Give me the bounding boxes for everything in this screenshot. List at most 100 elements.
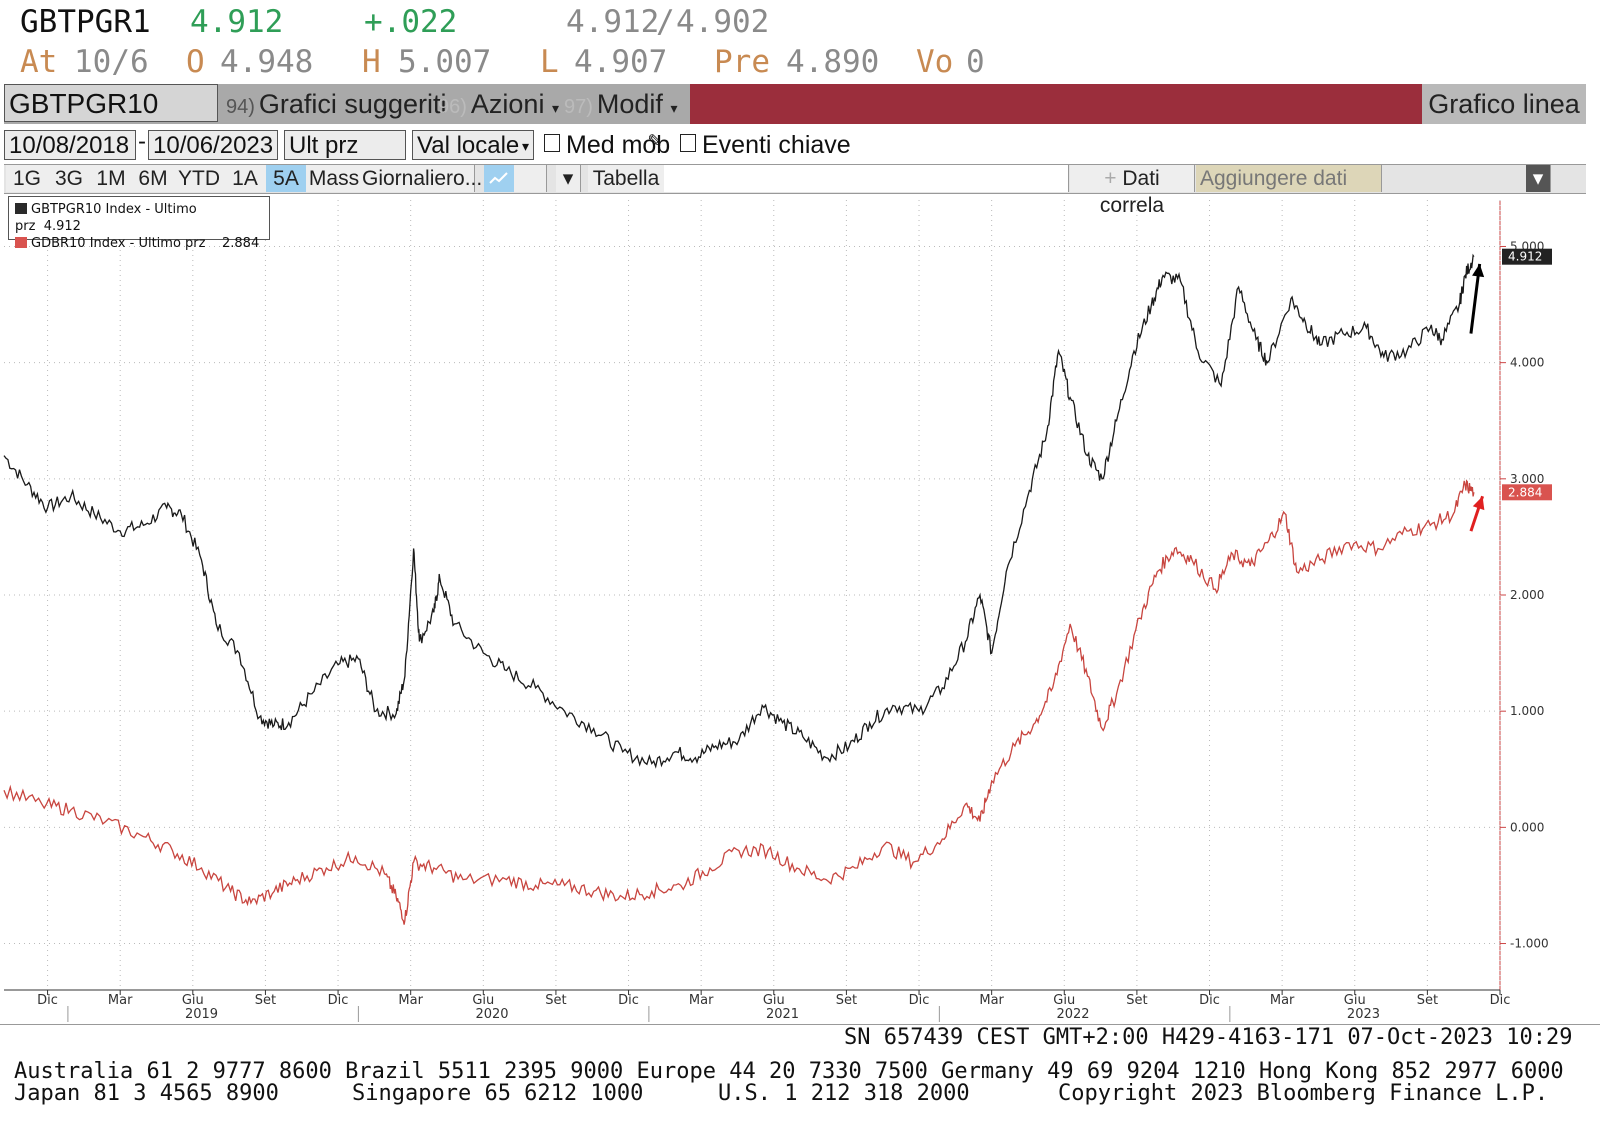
year-label: 2020 <box>475 1007 508 1022</box>
x-tick-label: Giu <box>182 993 204 1008</box>
copyright: Copyright 2023 Bloomberg Finance L.P. <box>1058 1081 1549 1106</box>
start-date-field[interactable]: 10/08/2018 <box>4 130 136 184</box>
bund-current-value-label: 2.884 <box>1508 485 1542 499</box>
moving-average-label: Med mob <box>566 131 671 159</box>
x-tick-label: Mar <box>979 993 1004 1008</box>
period-6m-button[interactable]: 6M <box>132 165 175 192</box>
menu-actions[interactable]: 96) Azioni ▾ <box>438 84 559 124</box>
legend-label: GDBR10 Index - Ultimo prz <box>31 236 206 251</box>
x-tick-label: Mar <box>108 993 133 1008</box>
chevron-down-icon: ▾ <box>670 100 678 116</box>
menu-number: 94) <box>226 96 255 118</box>
date-range-dash: - <box>138 128 146 155</box>
y-tick-label: 4.000 <box>1510 356 1544 370</box>
y-tick-label: 2.000 <box>1510 588 1544 602</box>
start-date-value: 10/08/2018 <box>9 132 130 159</box>
bid-ask-separator: / <box>656 4 675 40</box>
x-tick-label: Mar <box>689 993 714 1008</box>
year-label: 2021 <box>766 1007 799 1022</box>
chart-type-button[interactable]: Grafico linea <box>1422 84 1586 124</box>
menu-label: Azioni <box>470 89 545 119</box>
at-label: At <box>20 44 58 80</box>
low-value: 4.907 <box>574 44 668 80</box>
collapse-icon[interactable]: ▾ <box>1526 165 1551 192</box>
legend-swatch <box>15 203 27 214</box>
x-tick-label: Giu <box>472 993 494 1008</box>
x-tick-label: Set <box>1126 993 1147 1008</box>
bund-yield-line <box>3 479 1475 925</box>
y-tick-label: 3.000 <box>1510 472 1544 486</box>
menu-number: 96) <box>438 96 467 118</box>
legend-entry-bund: GDBR10 Index - Ultimo prz 2.884 <box>15 235 263 252</box>
end-date-value: 10/06/2023 <box>153 132 274 159</box>
high-value: 5.007 <box>398 44 492 80</box>
legend-value: 2.884 <box>222 236 260 251</box>
bund-arrow-icon-head <box>1472 496 1485 511</box>
table-button[interactable]: Tabella <box>588 165 665 192</box>
bid-price: 4.912 <box>566 4 660 40</box>
moving-average-checkbox[interactable] <box>544 134 560 152</box>
x-tick-label: Set <box>545 993 566 1008</box>
chevron-down-icon[interactable]: ▾ <box>556 165 581 192</box>
year-label: 2023 <box>1347 1007 1380 1022</box>
end-date-field[interactable]: 10/06/2023 <box>148 130 278 184</box>
period-3d-button[interactable]: 3G <box>48 165 91 192</box>
high-label: H <box>362 44 381 80</box>
correlation-button[interactable]: + Dati correla <box>1070 165 1195 217</box>
year-label: 2019 <box>185 1007 218 1022</box>
period-ytd-button[interactable]: YTD <box>174 165 225 192</box>
key-events-checkbox[interactable] <box>680 134 696 152</box>
volume-value: 0 <box>966 44 985 80</box>
prev-value: 4.890 <box>786 44 880 80</box>
frequency-select[interactable]: Giornaliero... <box>362 165 483 192</box>
price-field-select[interactable]: Ult prz <box>284 130 406 160</box>
status-line: SN 657439 CEST GMT+2:00 H429-4163-171 07… <box>844 1025 1573 1050</box>
ask-price: 4.902 <box>676 4 770 40</box>
contacts-japan: Japan 81 3 4565 8900 <box>14 1081 279 1106</box>
footer-divider <box>0 1024 1600 1025</box>
open-value: 4.948 <box>220 44 314 80</box>
menu-suggested-charts[interactable]: 94) Grafici suggeriti <box>226 84 446 124</box>
chevron-down-icon: ▾ <box>551 100 559 116</box>
period-1d-button[interactable]: 1G <box>6 165 49 192</box>
contacts-us: U.S. 1 212 318 2000 <box>718 1081 970 1106</box>
menu-edit[interactable]: 97) Modif ▾ <box>564 84 677 124</box>
y-tick-label: 1.000 <box>1510 704 1544 718</box>
key-events-label: Eventi chiave <box>702 131 851 159</box>
x-tick-label: Giu <box>1053 993 1075 1008</box>
period-max-button[interactable]: Mass <box>306 165 363 192</box>
period-5y-button[interactable]: 5A <box>266 165 307 192</box>
period-1m-button[interactable]: 1M <box>90 165 133 192</box>
legend-entry-btp: GBTPGR10 Index - Ultimo prz 4.912 <box>15 201 263 235</box>
x-tick-label: Set <box>255 993 276 1008</box>
btp-yield-line <box>3 253 1475 769</box>
menu-number: 97) <box>564 96 593 118</box>
last-price: 4.912 <box>190 4 284 40</box>
low-label: L <box>540 44 559 80</box>
toolbar-blank <box>664 165 1069 192</box>
x-tick-label: Mar <box>1270 993 1295 1008</box>
add-data-input[interactable]: Aggiungere dati <box>1196 165 1382 192</box>
btp-current-value-label: 4.912 <box>1508 250 1542 264</box>
x-tick-label: Set <box>1417 993 1438 1008</box>
legend-swatch <box>15 237 27 248</box>
pencil-icon[interactable]: ✎ <box>648 128 662 153</box>
bund-current-value-box <box>1502 484 1552 501</box>
correlation-label: Dati correla <box>1099 167 1165 217</box>
contacts-singapore: Singapore 65 6212 1000 <box>352 1081 644 1106</box>
line-chart-icon[interactable] <box>484 165 515 192</box>
chart-style-button[interactable] <box>514 165 547 192</box>
ticker: GBTPGR1 <box>20 4 151 40</box>
y-tick-label: 0.000 <box>1510 820 1544 834</box>
contacts-line-1: Australia 61 2 9777 8600 Brazil 5511 239… <box>14 1059 1564 1084</box>
at-value: 10/6 <box>74 44 149 80</box>
year-label: 2022 <box>1056 1007 1089 1022</box>
price-change: +.022 <box>364 4 458 40</box>
currency-select[interactable]: Val locale ▾ <box>412 130 534 160</box>
x-tick-label: Dic <box>1490 993 1511 1008</box>
security-input[interactable]: GBTPGR10 Index <box>4 84 218 157</box>
legend-value: 4.912 <box>43 219 81 234</box>
period-1y-button[interactable]: 1A <box>224 165 267 192</box>
legend-label: GBTPGR10 Index - Ultimo prz <box>15 202 197 234</box>
